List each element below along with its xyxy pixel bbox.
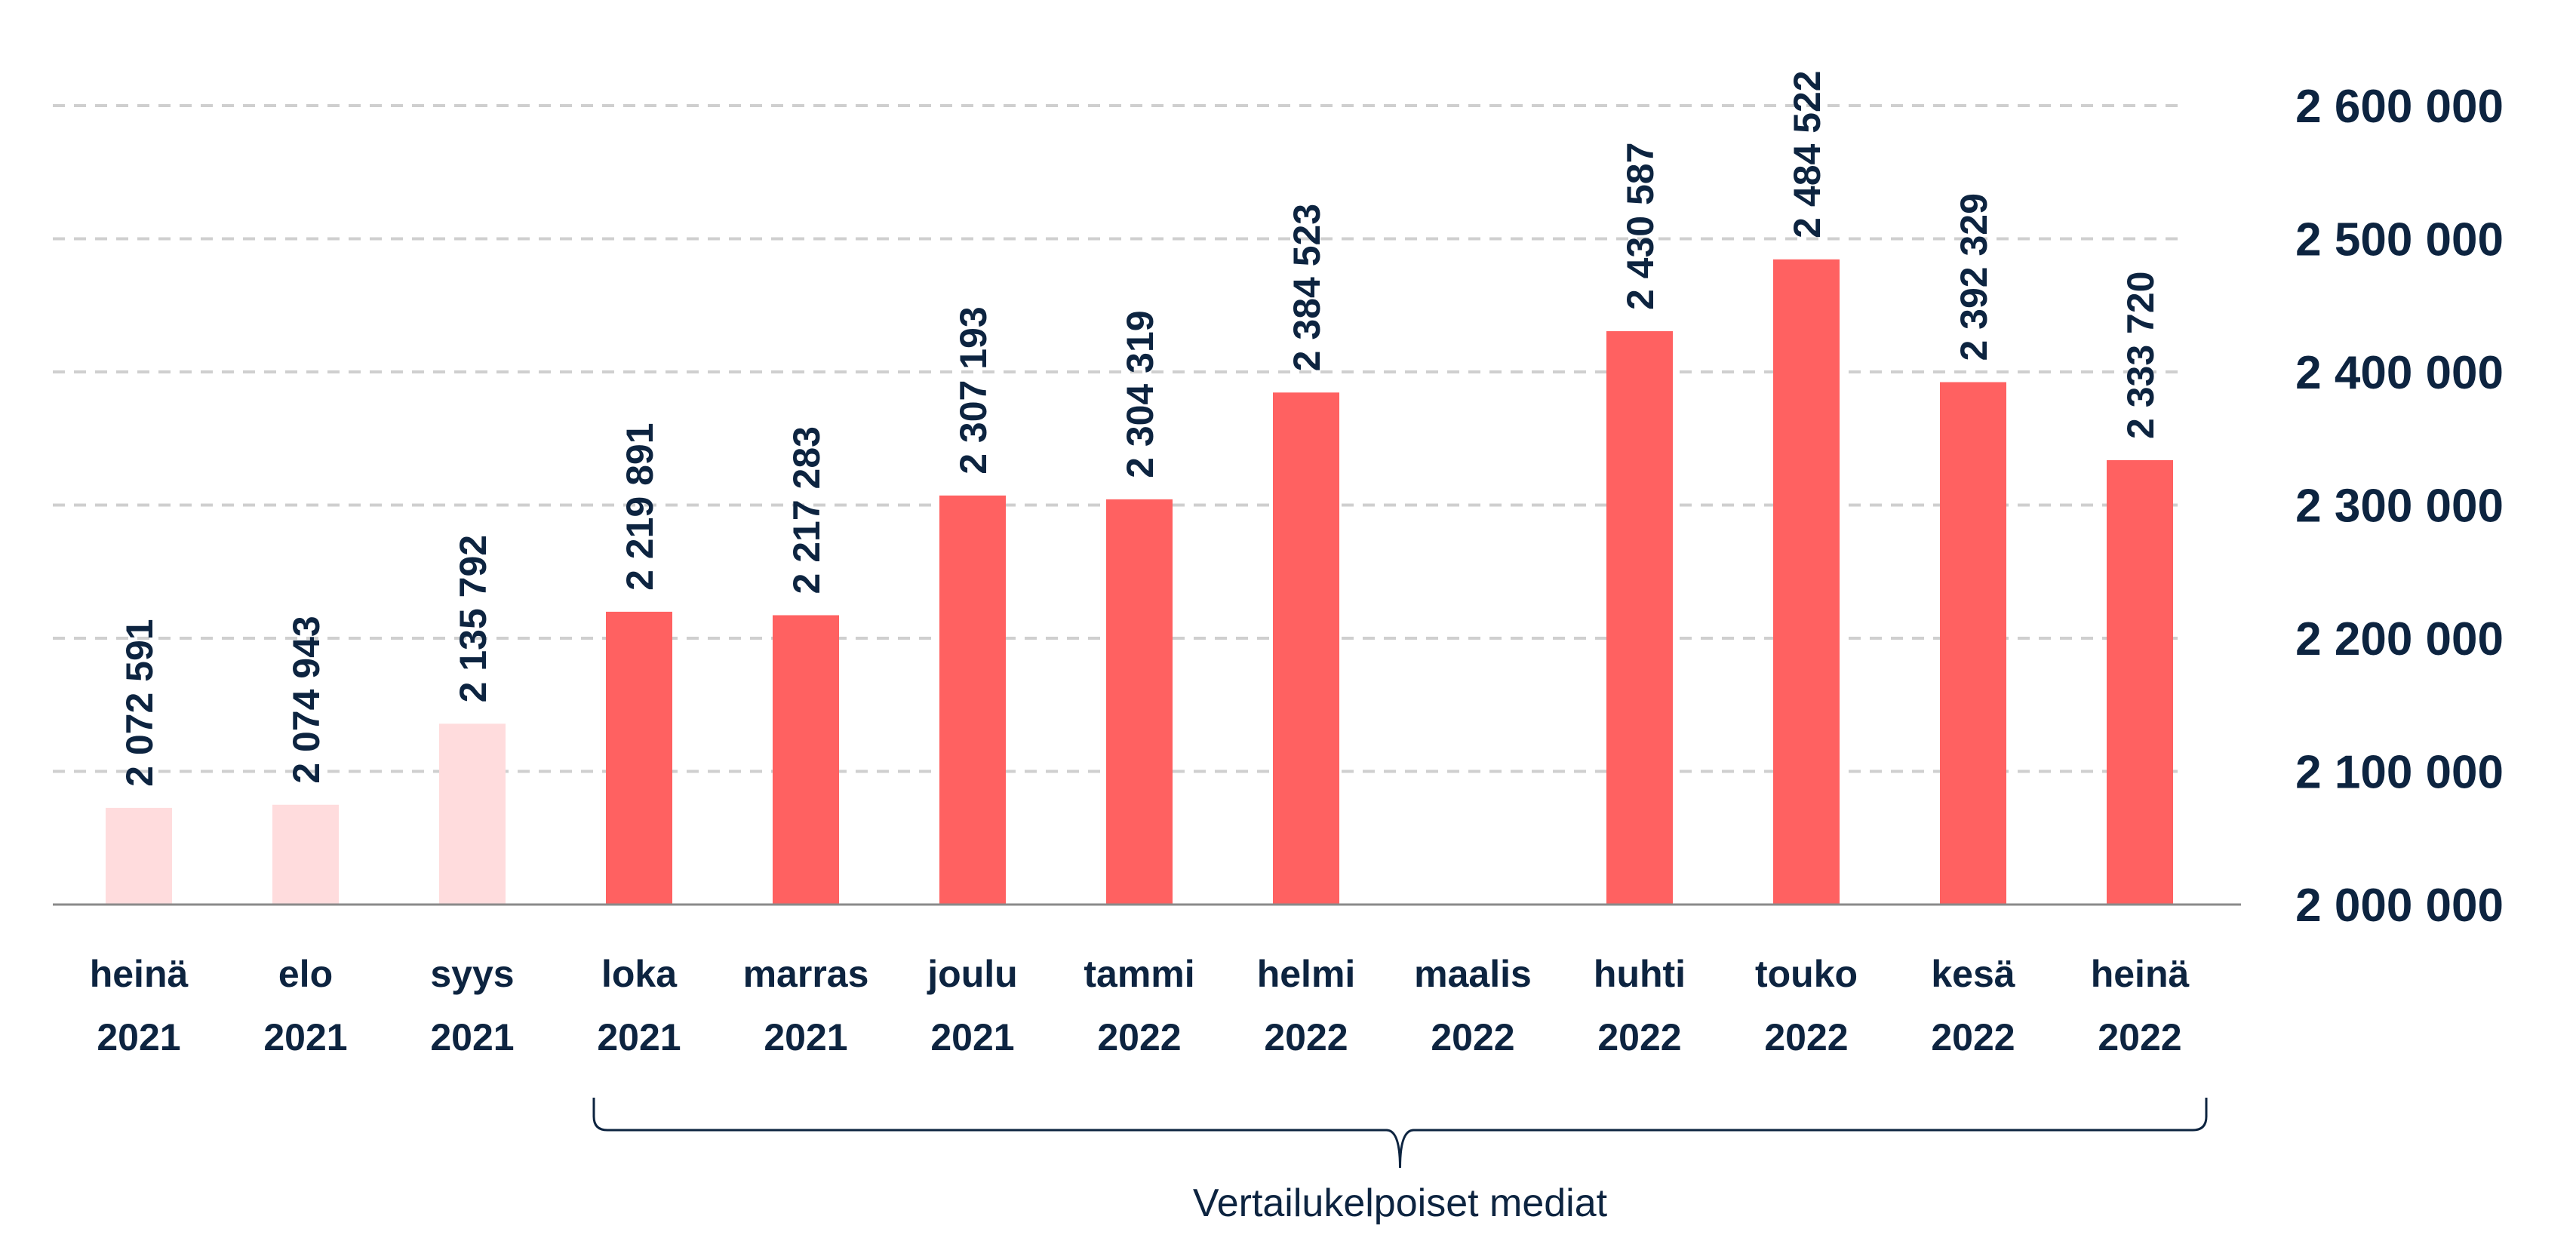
data-labels: 2 072 591 2 074 943 2 135 792 2 219 891 2 21… — [118, 70, 2162, 786]
bar — [439, 723, 506, 905]
data-label: 2 219 891 — [619, 422, 661, 590]
bar — [773, 615, 839, 905]
x-axis-ticks: heinä 2021 elo 2021 syys 2021 loka 2021 marras 20… — [90, 953, 2190, 1058]
bar — [1273, 392, 1339, 905]
x-tick-month: maalis — [1414, 953, 1532, 995]
y-tick-label: 2 200 000 — [2295, 613, 2504, 665]
bar — [1106, 499, 1173, 905]
data-label: 2 307 193 — [952, 306, 994, 474]
y-tick-label: 2 400 000 — [2295, 347, 2504, 399]
data-label: 2 484 522 — [1786, 70, 1828, 238]
x-tick-month: touko — [1755, 953, 1858, 995]
y-tick-label: 2 000 000 — [2295, 880, 2504, 932]
x-tick-year: 2021 — [430, 1016, 514, 1058]
x-tick-month: heinä — [90, 953, 189, 995]
comparable-media-label: Vertailukelpoiset mediat — [1193, 1181, 1608, 1225]
y-tick-label: 2 100 000 — [2295, 747, 2504, 799]
x-tick-year: 2021 — [930, 1016, 1014, 1058]
y-tick-label: 2 300 000 — [2295, 481, 2504, 533]
x-tick-month: marras — [743, 953, 869, 995]
y-tick-label: 2 600 000 — [2295, 81, 2504, 133]
x-tick-year: 2022 — [2098, 1016, 2181, 1058]
data-label: 2 333 720 — [2120, 272, 2162, 439]
comparable-media-brace — [592, 1098, 2208, 1169]
x-tick-year: 2021 — [263, 1016, 347, 1058]
y-tick-label: 2 500 000 — [2295, 214, 2504, 266]
x-tick-month: joulu — [927, 953, 1017, 995]
bar — [606, 611, 672, 905]
data-label: 2 072 591 — [118, 619, 161, 786]
y-axis-ticks: 2 000 000 2 100 000 2 200 000 2 300 000 2 40… — [2295, 81, 2504, 932]
x-tick-month: tammi — [1084, 953, 1194, 995]
bar — [939, 495, 1006, 905]
x-tick-month: huhti — [1594, 953, 1686, 995]
x-tick-year: 2022 — [1264, 1016, 1348, 1058]
x-tick-year: 2022 — [1431, 1016, 1514, 1058]
x-tick-year: 2021 — [597, 1016, 681, 1058]
bar — [272, 804, 339, 905]
x-tick-month: helmi — [1257, 953, 1356, 995]
data-label: 2 074 943 — [285, 616, 327, 783]
x-tick-year: 2021 — [97, 1016, 180, 1058]
bars — [106, 259, 2173, 905]
x-tick-month: loka — [601, 953, 678, 995]
bar — [1773, 259, 1840, 905]
x-tick-month: elo — [278, 953, 333, 995]
bar — [1940, 382, 2006, 905]
bar — [1606, 331, 1673, 905]
x-tick-month: syys — [430, 953, 514, 995]
data-label: 2 384 523 — [1286, 204, 1328, 371]
x-tick-year: 2022 — [1597, 1016, 1681, 1058]
data-label: 2 430 587 — [1619, 143, 1661, 310]
x-tick-year: 2022 — [1764, 1016, 1848, 1058]
x-tick-year: 2022 — [1931, 1016, 2015, 1058]
bar — [2107, 459, 2173, 905]
data-label: 2 217 283 — [785, 426, 828, 594]
data-label: 2 304 319 — [1119, 310, 1161, 478]
x-tick-month: kesä — [1931, 953, 2015, 995]
x-tick-month: heinä — [2091, 953, 2190, 995]
x-tick-year: 2021 — [764, 1016, 847, 1058]
x-tick-year: 2022 — [1097, 1016, 1181, 1058]
bar — [106, 807, 172, 905]
data-label: 2 135 792 — [452, 535, 494, 702]
data-label: 2 392 329 — [1953, 193, 1995, 361]
